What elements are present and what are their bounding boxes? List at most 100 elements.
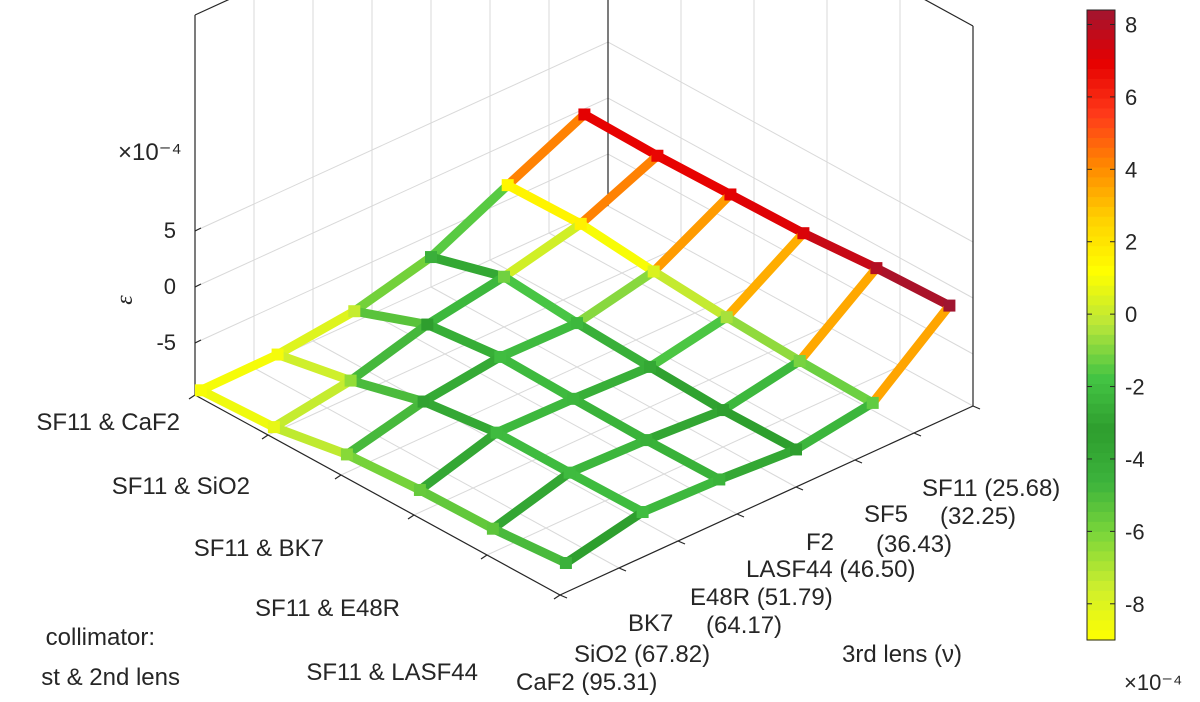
colorbar-swatch (1087, 403, 1115, 415)
mesh-edge (269, 422, 352, 459)
colorbar-tick-label: -4 (1125, 447, 1145, 472)
mesh-edge (722, 228, 808, 322)
y-tick-label-bk7-nu: (64.17) (706, 612, 782, 639)
colorbar-swatch (1087, 88, 1115, 100)
colorbar-swatch (1087, 10, 1115, 21)
data-point (713, 473, 726, 486)
colorbar-swatch (1087, 531, 1115, 543)
data-point (271, 348, 284, 361)
colorbar-swatch (1087, 256, 1115, 267)
mesh-edge (426, 252, 509, 282)
mesh-edge (641, 435, 724, 484)
colorbar-swatch (1087, 147, 1115, 159)
y-axis-label: 3rd lens (ν) (842, 641, 962, 668)
mesh-edge (349, 252, 436, 316)
mesh-edge (871, 263, 954, 311)
mesh-edge (346, 320, 432, 386)
colorbar-swatch (1087, 502, 1115, 513)
mesh-edge (419, 397, 502, 438)
colorbar-swatch (1087, 521, 1115, 533)
colorbar-swatch (1087, 39, 1115, 50)
mesh-edge (645, 362, 728, 415)
x-tick-mark (407, 514, 415, 520)
data-point (490, 426, 503, 439)
mesh-edge (488, 524, 571, 568)
grid-line (607, 205, 974, 407)
colorbar-tick-label: 8 (1125, 12, 1137, 37)
mesh-edge (415, 485, 498, 534)
mesh-edge (722, 312, 805, 366)
colorbar-swatch (1087, 69, 1115, 80)
colorbar-swatch (1087, 197, 1115, 208)
grid-line (267, 245, 682, 436)
colorbar-swatch (1087, 374, 1115, 385)
mesh-edge (346, 376, 429, 407)
mesh-edge (422, 320, 505, 362)
y-tick-label-e48r: E48R (51.79) (690, 584, 833, 611)
mesh-edge (561, 507, 648, 568)
x-tick-mark (553, 594, 561, 600)
colorbar-swatch (1087, 295, 1115, 306)
colorbar-frame (1086, 9, 1116, 641)
data-point (571, 317, 583, 330)
mesh-edge (649, 266, 732, 322)
colorbar-swatch (1087, 433, 1115, 444)
data-point (417, 395, 430, 408)
colorbar-swatch (1087, 512, 1115, 523)
x-tick-mark (334, 474, 342, 480)
data-point (413, 483, 426, 496)
data-point (421, 318, 434, 331)
mesh-edge (426, 180, 513, 262)
mesh-edge (641, 405, 728, 445)
colorbar-swatch (1087, 236, 1115, 247)
axis-edge (194, 0, 230, 16)
colorbar-swatch (1087, 482, 1115, 493)
y-tick-mark (677, 540, 686, 545)
colorbar-tick-label: -6 (1125, 519, 1145, 544)
colorbar-swatch (1087, 19, 1115, 31)
x-tick-label-0: SF11 & CaF2 (36, 409, 180, 436)
mesh-edge (568, 394, 651, 445)
mesh-edge (415, 428, 502, 495)
axis-edge (924, 0, 974, 27)
data-point (647, 265, 660, 278)
data-point (640, 434, 653, 447)
x-tick-mark (188, 394, 196, 400)
colorbar: 8 6 4 2 0 -2 -4 -6 -8 (1086, 9, 1145, 641)
data-point (724, 188, 737, 201)
y-tick-label-sf5: SF5 (864, 501, 908, 528)
mesh-edge (652, 151, 735, 199)
data-point (651, 149, 664, 162)
colorbar-swatch (1087, 443, 1115, 454)
mesh-edge (868, 301, 954, 408)
y-tick-label-bk7: BK7 (628, 610, 673, 637)
colorbar-swatch (1087, 551, 1115, 562)
z-tick-mark (194, 227, 202, 232)
colorbar-swatch (1087, 462, 1115, 474)
mesh-edge (492, 428, 575, 478)
colorbar-swatch (1087, 384, 1115, 395)
data-point (194, 384, 207, 397)
mesh-edge (422, 272, 509, 330)
y-tick-mark (736, 513, 745, 518)
mesh-edge (718, 356, 805, 415)
colorbar-swatch (1087, 29, 1115, 41)
mesh-edge (649, 189, 735, 276)
grid-line (430, 286, 797, 488)
colorbar-swatch (1087, 472, 1115, 484)
data-point (574, 217, 587, 230)
z-tick-mark (194, 283, 202, 288)
mesh-edge (565, 435, 651, 478)
mesh-edge (718, 405, 801, 454)
data-point (348, 305, 361, 318)
mesh-edge (638, 474, 724, 517)
z-tick-0: 0 (164, 274, 176, 299)
colorbar-swatch (1087, 630, 1115, 641)
surface-mesh (194, 108, 956, 569)
data-point (563, 466, 576, 479)
colorbar-swatch (1087, 561, 1115, 572)
mesh-edge (576, 219, 659, 276)
data-point (717, 404, 729, 417)
y-tick-mark (795, 486, 804, 491)
mesh-edge (714, 444, 801, 484)
